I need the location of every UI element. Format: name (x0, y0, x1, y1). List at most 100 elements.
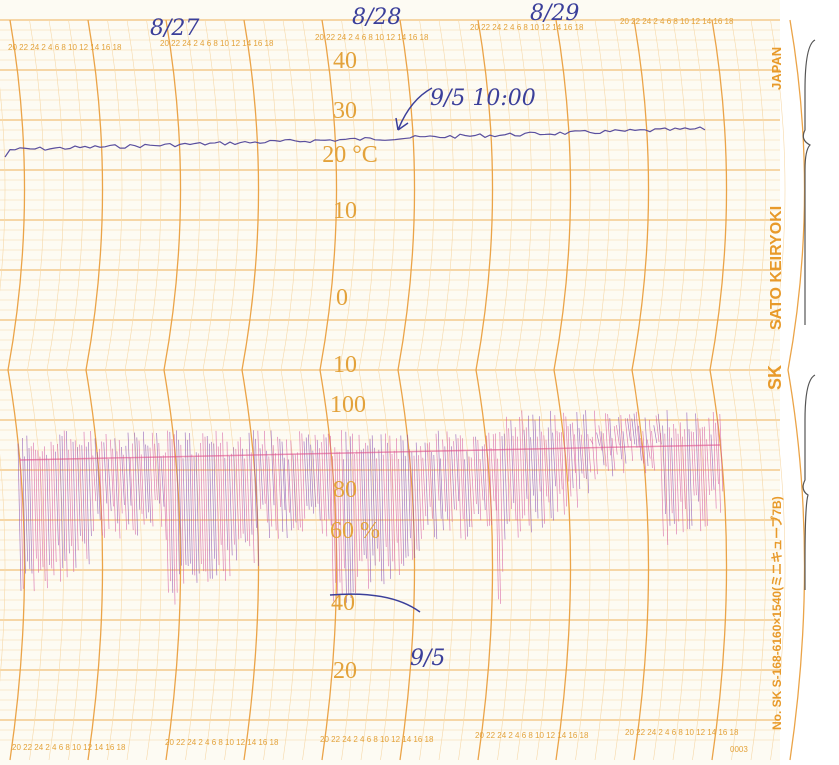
humidity-trace (195, 452, 200, 574)
humidity-trace (266, 450, 270, 538)
humidity-trace (365, 442, 369, 589)
time-line (417, 19, 435, 761)
humidity-trace (171, 438, 176, 605)
humidity-trace (35, 449, 39, 573)
humidity-trace (138, 440, 143, 514)
humidity-trace (187, 439, 191, 564)
humidity-trace (127, 432, 132, 506)
humidity-trace (673, 424, 677, 535)
humidity-trace (561, 432, 565, 515)
humidity-trace (220, 442, 224, 572)
humidity-trace (321, 442, 325, 521)
humidity-trace (602, 433, 607, 467)
humidity-trace (565, 416, 570, 482)
time-line (612, 19, 630, 761)
humidity-trace (653, 425, 658, 444)
humidity-trace (215, 430, 220, 566)
humidity-trace (327, 433, 332, 526)
humidity-trace (686, 412, 691, 530)
handwritten-date: 8/27 (150, 16, 199, 41)
humidity-trace (123, 454, 127, 530)
humidity-trace (675, 428, 680, 522)
time-line (456, 19, 474, 761)
temp-label: 20 °C (322, 142, 378, 168)
time-line (514, 19, 532, 761)
bracket (802, 39, 816, 590)
humidity-trace (655, 415, 660, 443)
humidity-trace (206, 436, 211, 579)
humidity-trace (605, 413, 609, 471)
start-note: 9/5 10:00 (430, 86, 536, 111)
humidity-trace (356, 450, 361, 561)
humidity-trace (479, 458, 484, 501)
humidity-trace (292, 454, 297, 523)
humidity-trace (330, 435, 334, 602)
humidity-trace (451, 446, 455, 510)
grid (0, 19, 806, 761)
humidity-trace (363, 448, 367, 559)
humidity-trace (272, 445, 277, 531)
humidity-trace (638, 425, 642, 461)
humidity-trace (415, 442, 420, 551)
humidity-trace (136, 437, 141, 510)
humidity-trace (591, 436, 596, 480)
humidity-trace (514, 427, 519, 538)
humidity-trace (440, 458, 444, 531)
humidity-trace (567, 426, 572, 497)
humidity-trace (283, 457, 288, 539)
humidity-trace (72, 441, 77, 568)
humidity-trace (528, 415, 532, 533)
humidity-trace (539, 416, 543, 528)
humidity-trace (116, 451, 121, 539)
humidity-trace (580, 434, 585, 478)
humidity-trace (275, 453, 279, 539)
humidity-trace (259, 448, 264, 505)
humidity-trace (253, 430, 257, 528)
humidity-trace (662, 425, 666, 515)
humidity-trace (431, 452, 435, 538)
humidity-trace (530, 437, 534, 496)
humidity-trace (319, 448, 323, 534)
time-line (202, 19, 220, 761)
humidity-trace (44, 446, 48, 589)
humidity-trace (470, 457, 475, 515)
humidity-trace (455, 434, 460, 502)
humidity-trace (250, 452, 255, 563)
humidity-trace (83, 431, 88, 559)
time-line (709, 19, 728, 761)
brand: SATO KEIRYOKI (768, 206, 785, 330)
humidity-trace (497, 458, 501, 604)
humidity-trace (39, 456, 44, 568)
humidity-trace (323, 434, 328, 537)
humidity-trace (437, 430, 442, 519)
time-line (592, 19, 610, 761)
humidity-trace (239, 437, 244, 534)
hour-scale: 20 22 24 2 4 6 8 10 12 14 16 18 (625, 728, 739, 737)
humidity-trace (523, 429, 528, 499)
time-line (768, 19, 786, 761)
humidity-trace (184, 432, 189, 566)
humidity-trace (94, 438, 99, 514)
humidity-trace (508, 428, 512, 510)
humidity-trace (151, 432, 156, 501)
temp-label: 40 (333, 48, 357, 74)
temp-label: 10 (333, 198, 357, 224)
humidity-trace (640, 438, 644, 464)
humidity-trace (110, 439, 114, 507)
end-note: 9/5 (410, 646, 445, 671)
humidity-trace (191, 454, 196, 576)
time-line (222, 19, 240, 761)
humidity-trace (37, 450, 42, 571)
humidity-trace (198, 453, 202, 565)
humidity-trace (545, 439, 550, 503)
time-line (651, 19, 669, 761)
humidity-trace (660, 433, 664, 537)
humidity-label: 60 % (330, 518, 380, 544)
time-line (475, 19, 494, 761)
humidity-trace (169, 431, 174, 593)
humidity-trace (402, 440, 407, 558)
humidity-trace (396, 438, 400, 576)
humidity-trace (646, 439, 651, 459)
humidity-trace (587, 434, 592, 473)
